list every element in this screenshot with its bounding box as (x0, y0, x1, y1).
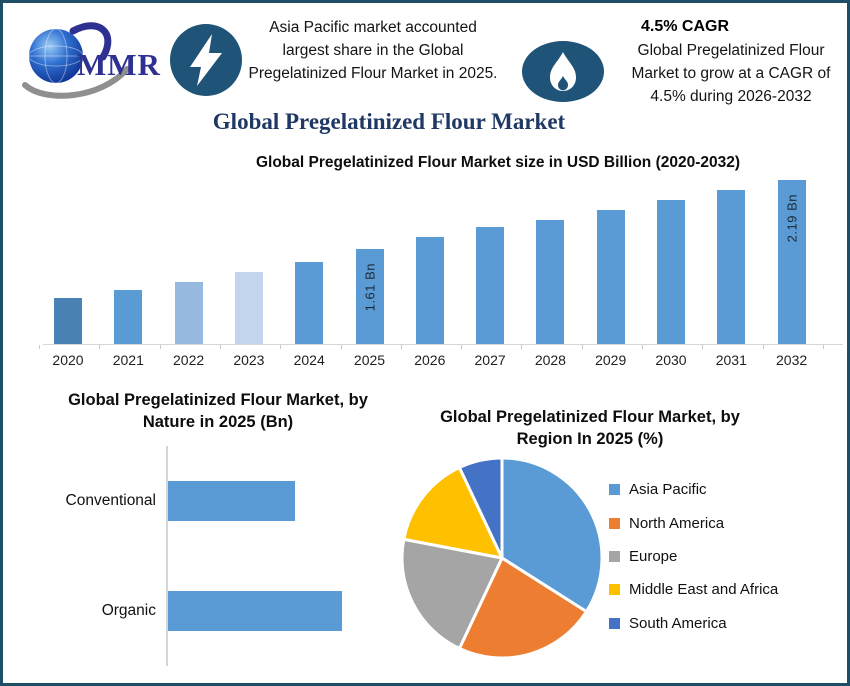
nature-label: Organic (101, 602, 156, 619)
legend-marker (609, 584, 620, 596)
legend-item-middle-east-and-africa: Middle East and Africa (609, 573, 778, 606)
legend-item-south-america: South America (609, 607, 778, 640)
cagr-text: Global Pregelatinized Flour Market to gr… (631, 42, 831, 105)
axis-tick (762, 345, 764, 349)
nature-bar-chart: Conventional Organic (26, 446, 406, 666)
axis-tick (400, 345, 402, 349)
axis-tick (340, 345, 342, 349)
bar-value-label: 1.61 Bn (362, 263, 377, 312)
nature-bar-organic (168, 591, 342, 631)
bar-2030 (657, 200, 685, 344)
x-axis-label-2021: 2021 (112, 352, 144, 368)
x-axis-label-2024: 2024 (293, 352, 325, 368)
nature-row-conventional: Conventional (26, 481, 406, 521)
axis-tick (642, 345, 643, 349)
pie-legend: Asia Pacific North America Europe Middle Ea… (609, 473, 778, 640)
legend-marker (609, 617, 620, 629)
x-axis-label-2025: 2025 (353, 352, 386, 368)
lightning-icon (190, 34, 222, 86)
axis-tick (99, 345, 101, 349)
flame-badge (522, 41, 604, 102)
legend-label: Middle East and Africa (629, 581, 779, 599)
legend-item-asia-pacific: Asia Pacific (609, 473, 778, 506)
bar-chart-title: Global Pregelatinized Flour Market size … (255, 154, 741, 171)
bar-2029 (596, 210, 625, 344)
x-axis-label-2027: 2027 (474, 352, 506, 368)
nature-y-axis (166, 446, 168, 666)
highlight-cagr: 4.5% CAGR Global Pregelatinized Flour Ma… (615, 15, 847, 108)
x-axis-label-2031: 2031 (715, 352, 747, 368)
legend-marker (609, 517, 620, 529)
bar-2024 (295, 262, 324, 344)
bar-2022 (174, 282, 203, 344)
region-pie-chart (400, 456, 604, 660)
pie-slice-europe (400, 537, 504, 650)
bar-2025: 1.61 Bn (355, 249, 384, 344)
axis-tick (822, 345, 824, 349)
x-axis-label-2028: 2028 (534, 352, 566, 368)
bar-value-label: 2.19 Bn (784, 194, 800, 243)
x-axis-label-2030: 2030 (655, 352, 687, 368)
cagr-heading: 4.5% CAGR (641, 18, 730, 35)
x-axis-label-2029: 2029 (595, 352, 627, 368)
legend-item-europe: Europe (609, 540, 778, 573)
x-axis-label-2022: 2022 (173, 352, 205, 368)
x-axis-label-2032: 2032 (776, 352, 808, 368)
nature-chart-title: Global Pregelatinized Flour Market, by N… (68, 391, 368, 431)
bar-2020 (54, 298, 82, 344)
pie-slice-middle-east-and-africa (402, 466, 504, 560)
lightning-badge (170, 24, 242, 96)
flame-icon (550, 52, 576, 91)
page-title: Global Pregelatinized Flour Market (212, 109, 566, 134)
legend-label: North America (629, 514, 725, 532)
market-size-bar-chart: 2020 2021 2022 2023 2024 1.61 Bn 2025 2026 2027 2… (39, 179, 843, 368)
globe-icon (22, 22, 130, 99)
highlight-asia-pacific-text: Asia Pacific market accounted largest sh… (248, 19, 498, 82)
bar-2023 (234, 272, 263, 344)
axis-tick (39, 345, 40, 349)
bar-2028 (536, 220, 565, 344)
region-chart-title: Global Pregelatinized Flour Market, by R… (440, 408, 740, 448)
bar-chart-x-axis (43, 344, 843, 345)
bar-2032: 2.19 Bn (777, 180, 806, 344)
legend-item-north-america: North America (609, 506, 778, 539)
x-axis-label-2026: 2026 (414, 352, 446, 368)
pie-slice-south-america (457, 456, 504, 560)
bar-2031 (717, 190, 746, 344)
axis-tick (521, 345, 523, 349)
axis-tick (461, 345, 463, 349)
legend-label: South America (629, 614, 727, 632)
mmr-logo: MMR (15, 11, 175, 103)
bar-2026 (415, 237, 444, 344)
nature-label: Conventional (65, 492, 156, 509)
nature-row-organic: Organic (26, 591, 406, 631)
bar-2021 (114, 290, 143, 344)
x-axis-label-2020: 2020 (52, 352, 84, 368)
nature-bar-conventional (168, 481, 295, 521)
logo-text: MMR (77, 47, 161, 82)
x-axis-label-2023: 2023 (233, 352, 265, 368)
legend-label: Asia Pacific (629, 481, 707, 499)
axis-tick (219, 345, 221, 349)
bar-2027 (476, 227, 505, 344)
legend-marker (609, 484, 620, 496)
axis-tick (702, 345, 704, 349)
legend-marker (609, 550, 620, 562)
axis-tick (581, 345, 583, 349)
axis-tick (280, 345, 282, 349)
axis-tick (159, 345, 161, 349)
legend-label: Europe (629, 547, 678, 565)
